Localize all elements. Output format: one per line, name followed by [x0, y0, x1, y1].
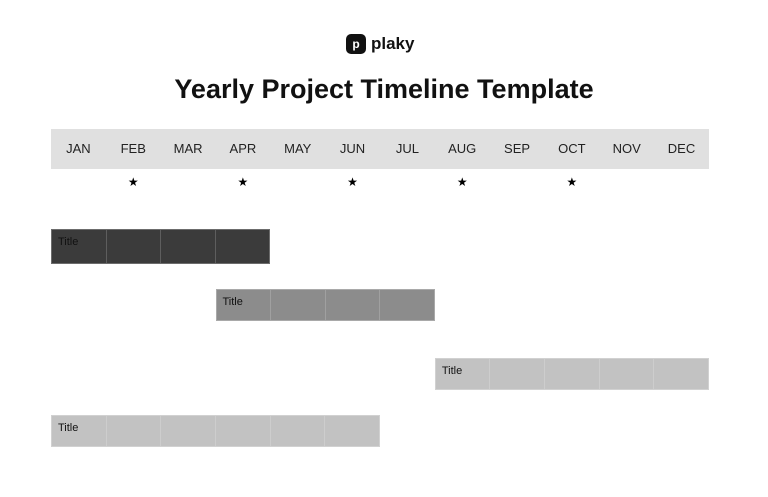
- page-title: Yearly Project Timeline Template: [174, 74, 594, 104]
- milestone-star-icon: ★: [347, 175, 358, 189]
- month-jul: JUL: [395, 141, 419, 156]
- month-oct: OCT: [558, 141, 586, 156]
- timeline-bar[interactable]: Title: [434, 358, 709, 390]
- month-header: JAN FEB MAR APR MAY JUN JUL AUG SEP OCT NOV DEC: [51, 129, 709, 169]
- bar-cell: [326, 290, 381, 320]
- bar-cell: [216, 230, 270, 263]
- bar-title: Title: [436, 359, 491, 389]
- bar-cell: [107, 416, 162, 446]
- bar-cell: [490, 359, 546, 389]
- bar-cell: [161, 230, 216, 263]
- month-jan: JAN: [66, 141, 91, 156]
- month-may: MAY: [284, 141, 312, 156]
- bar-title: Title: [52, 230, 107, 263]
- bar-cell: [271, 290, 326, 320]
- milestone-star-icon: ★: [456, 175, 468, 189]
- month-jun: JUN: [339, 141, 366, 156]
- month-aug: AUG: [448, 141, 477, 156]
- bar-title: Title: [52, 416, 107, 446]
- logo-text: plaky: [371, 34, 415, 53]
- bar-cell: [600, 359, 655, 389]
- month-apr: APR: [229, 141, 257, 156]
- plaky-logo: p plaky: [346, 34, 414, 54]
- bar-title: Title: [217, 290, 272, 320]
- logo-mark-icon: p: [346, 34, 366, 54]
- timeline-bar[interactable]: Title: [215, 289, 435, 321]
- month-sep: SEP: [504, 141, 531, 156]
- bar-cell: [271, 416, 326, 446]
- month-nov: NOV: [612, 141, 641, 156]
- milestone-star-icon: ★: [127, 175, 139, 189]
- timeline-bar[interactable]: Title: [51, 415, 380, 447]
- bar-cell: [545, 359, 600, 389]
- milestone-star-icon: ★: [237, 175, 249, 189]
- month-dec: DEC: [667, 141, 696, 156]
- milestone-star-icon: ★: [566, 175, 578, 189]
- month-mar: MAR: [173, 141, 203, 156]
- month-feb: FEB: [120, 141, 146, 156]
- bar-cell: [325, 416, 379, 446]
- bar-cell: [654, 359, 708, 389]
- timeline-bar[interactable]: Title: [51, 229, 271, 264]
- bar-cell: [380, 290, 434, 320]
- bar-cell: [107, 230, 162, 263]
- bar-cell: [161, 416, 217, 446]
- bar-cell: [216, 416, 271, 446]
